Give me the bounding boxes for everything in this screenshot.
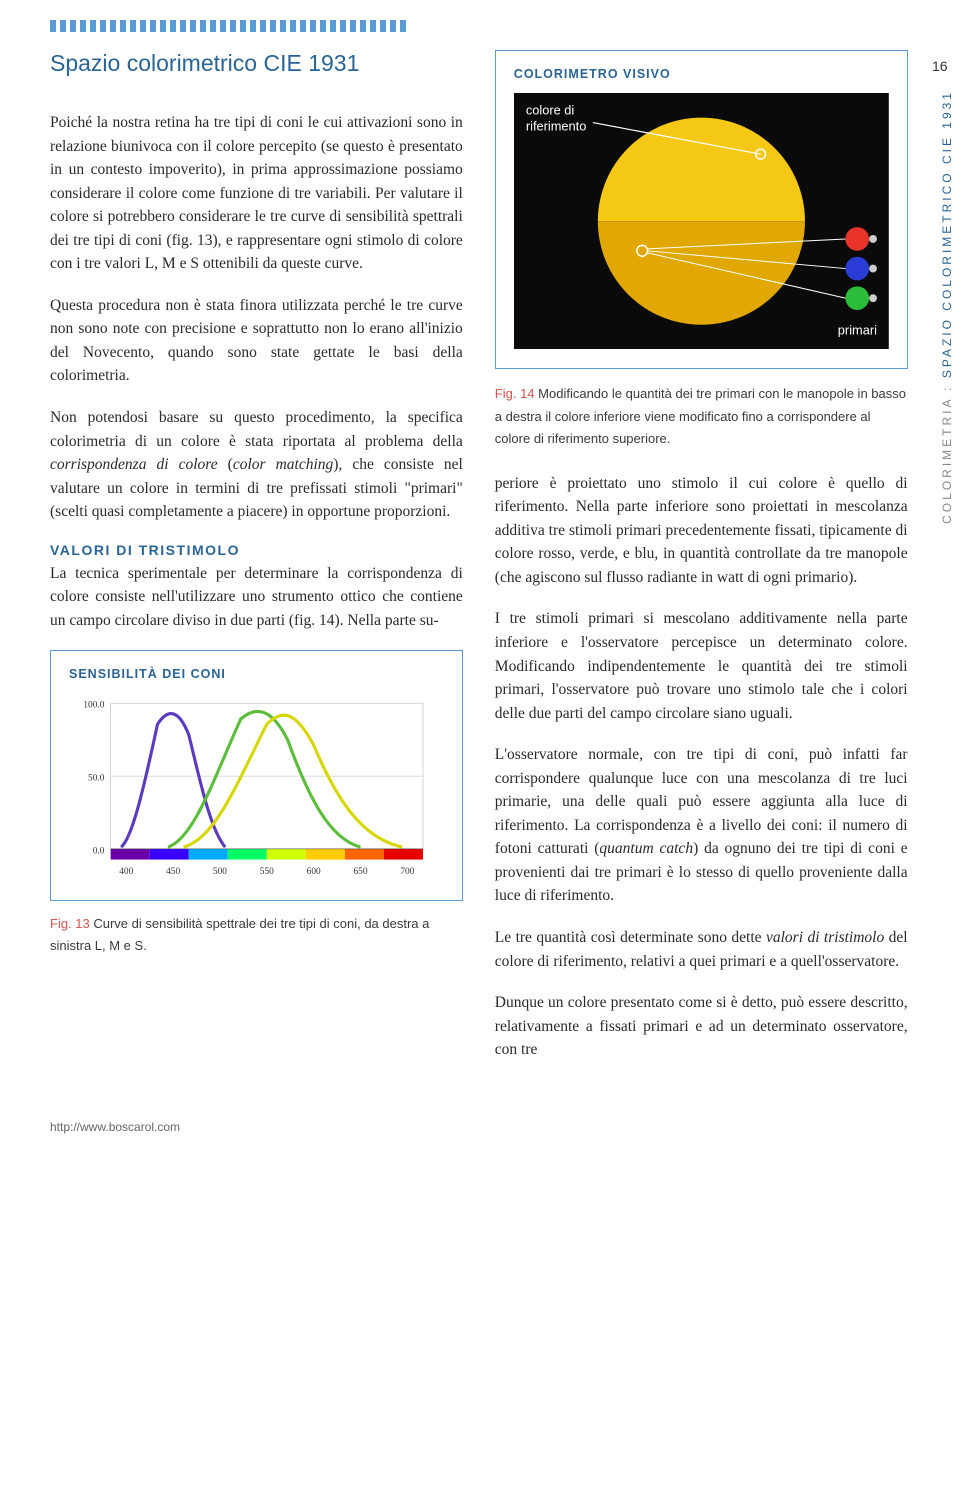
ytick-0: 0.0 [93, 847, 105, 857]
right-para-4: Le tre quantità così determinate sono de… [495, 926, 908, 973]
right-para-3b: quantum catch [599, 840, 693, 857]
section-tristimolo: VALORI DI TRISTIMOLO [50, 542, 463, 558]
primary-blue [845, 257, 869, 281]
side-label-grey: COLORIMETRIA : [940, 378, 954, 524]
side-label-blue: SPAZIO COLORIMETRICO CIE 1931 [940, 90, 954, 378]
right-para-2: I tre stimoli primari si mescolano addit… [495, 607, 908, 725]
fig14-label: Fig. 14 [495, 386, 535, 401]
fig14-caption: Fig. 14 Modificando le quantità dei tre … [495, 383, 908, 449]
fig13-box: SENSIBILITÀ DEI CONI 100.0 50.0 0.0 [50, 650, 463, 900]
fig14-box-title: COLORIMETRO VISIVO [514, 67, 889, 81]
knob-blue [869, 265, 877, 273]
fig14-box: COLORIMETRO VISIVO colore di riferimento [495, 50, 908, 369]
xtick-550: 550 [260, 868, 274, 878]
xtick-600: 600 [307, 868, 321, 878]
right-para-5: Dunque un colore presentato come si è de… [495, 991, 908, 1062]
para-1: Poiché la nostra retina ha tre tipi di c… [50, 111, 463, 276]
xtick-500: 500 [213, 868, 227, 878]
cone-sensitivity-chart: 100.0 50.0 0.0 400 450 500 5 [69, 693, 444, 880]
fig14-caption-text: Modificando le quantità dei tre primari … [495, 386, 906, 445]
spectrum-bar [111, 850, 423, 860]
para-4: La tecnica sperimentale per determinare … [50, 562, 463, 633]
top-dotted-bar [50, 20, 910, 32]
footer-url: http://www.boscarol.com [50, 1120, 910, 1134]
side-running-head: COLORIMETRIA : SPAZIO COLORIMETRICO CIE … [940, 90, 954, 524]
right-para-4b: valori di tristimolo [766, 929, 884, 946]
para-3a: Non potendosi basare su questo procedime… [50, 409, 463, 450]
primary-green [845, 286, 869, 310]
right-para-1: periore è proiettato uno stimolo il cui … [495, 472, 908, 590]
primary-red [845, 227, 869, 251]
right-para-3: L'osservatore normale, con tre tipi di c… [495, 743, 908, 908]
fig13-caption-text: Curve di sensibilità spettrale dei tre t… [50, 916, 429, 953]
page-title: Spazio colorimetrico CIE 1931 [50, 50, 463, 77]
para-3: Non potendosi basare su questo procedime… [50, 406, 463, 524]
page-number: 16 [932, 58, 948, 74]
primari-label: primari [838, 323, 877, 338]
right-para-4a: Le tre quantità così determinate sono de… [495, 929, 766, 946]
ref-label-line2: riferimento [526, 118, 587, 133]
ytick-50: 50.0 [88, 774, 105, 784]
knob-green [869, 294, 877, 302]
xtick-650: 650 [353, 868, 367, 878]
xtick-450: 450 [166, 868, 180, 878]
knob-red [869, 235, 877, 243]
fig13-label: Fig. 13 [50, 916, 90, 931]
fig13-caption: Fig. 13 Curve di sensibilità spettrale d… [50, 913, 463, 957]
para-2: Questa procedura non è stata finora util… [50, 294, 463, 388]
xtick-400: 400 [119, 868, 133, 878]
para-3c: ( [218, 456, 233, 473]
ref-label-line1: colore di [526, 103, 574, 118]
para-3b: corrispondenza di colore [50, 456, 218, 473]
para-3d: color matching [233, 456, 333, 473]
xtick-700: 700 [400, 868, 414, 878]
ytick-100: 100.0 [83, 701, 104, 711]
fig13-box-title: SENSIBILITÀ DEI CONI [69, 667, 444, 681]
colorimeter-diagram: colore di riferimento primari [514, 93, 889, 349]
